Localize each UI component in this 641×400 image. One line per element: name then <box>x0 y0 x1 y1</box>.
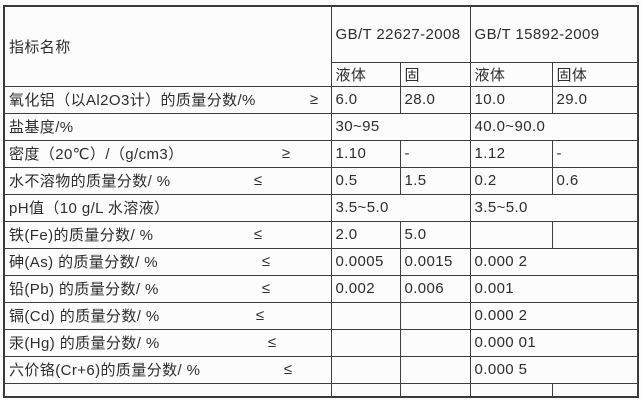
value-cell: 0.0015 <box>399 247 471 276</box>
phase-header-solid-1: 固 <box>399 61 471 87</box>
indicator-label-cell: 密度（20℃）/（g/cm3） ≥ <box>3 139 332 168</box>
value-cell: 0.006 <box>399 274 471 303</box>
table-row: 镉(Cd) 的质量分数/ % ≤0.000 2 <box>3 301 639 330</box>
comparison-symbol: ≤ <box>283 361 293 378</box>
value-cell: 0.5 <box>330 166 401 195</box>
comparison-symbol: ≤ <box>253 172 263 189</box>
partial-cell <box>551 382 639 398</box>
indicator-label: pH值（10 g/L 水溶液） <box>9 200 170 217</box>
table-row-partial <box>3 382 639 398</box>
spec-comparison-table: 指标名称 GB/T 22627-2008 GB/T 15892-2009 液体 … <box>3 5 640 398</box>
partial-cell <box>399 382 471 398</box>
value-cell: 40.0~90.0 <box>469 112 639 141</box>
table-row: 水不溶物的质量分数/ % ≤0.5 1.5 0.2 0.6 <box>3 166 639 195</box>
value-cell: 0.002 <box>330 274 401 303</box>
table-row: 铅(Pb) 的质量分数/ % ≤0.002 0.006 0.001 <box>3 274 639 303</box>
comparison-symbol: ≤ <box>261 253 271 270</box>
phase-header-liquid-1: 液体 <box>330 61 401 87</box>
value-cell <box>330 355 401 384</box>
table-body: 氧化铝（以Al2O3计）的质量分数/% ≥6.0 28.0 10.0 29.0 盐基度/%… <box>3 85 639 398</box>
indicator-label: 密度（20℃）/（g/cm3） <box>9 146 184 163</box>
partial-cell <box>330 382 401 398</box>
value-cell: 5.0 <box>399 220 471 249</box>
value-cell: 0.000 5 <box>469 355 639 384</box>
indicator-label-cell: 铅(Pb) 的质量分数/ % ≤ <box>3 274 332 303</box>
value-cell: 30~95 <box>330 112 471 141</box>
table-row: 砷(As) 的质量分数/ % ≤0.0005 0.0015 0.000 2 <box>3 247 639 276</box>
indicator-label: 氧化铝（以Al2O3计）的质量分数/% <box>9 92 256 109</box>
value-cell: 1.12 <box>469 139 553 168</box>
value-cell: 3.5~5.0 <box>330 193 471 222</box>
value-cell: 28.0 <box>399 85 471 114</box>
value-cell: 0.0005 <box>330 247 401 276</box>
value-cell <box>469 220 553 249</box>
table-row: 盐基度/% 30~95 40.0~90.0 <box>3 112 639 141</box>
value-cell: 1.10 <box>330 139 401 168</box>
indicator-name-header: 指标名称 <box>3 5 332 87</box>
standard-header-gbt15892: GB/T 15892-2009 <box>469 5 639 63</box>
indicator-label-cell: 盐基度/% <box>3 112 332 141</box>
comparison-symbol: ≥ <box>281 145 291 162</box>
table-row: 六价铬(Cr+6)的质量分数/ % ≤0.000 5 <box>3 355 639 384</box>
indicator-label: 铅(Pb) 的质量分数/ % <box>9 281 159 298</box>
comparison-symbol: ≤ <box>255 307 265 324</box>
value-cell: 29.0 <box>551 85 639 114</box>
value-cell <box>330 301 401 330</box>
indicator-label-cell: 汞(Hg) 的质量分数/ % ≤ <box>3 328 332 357</box>
indicator-label: 水不溶物的质量分数/ % <box>9 173 171 190</box>
value-cell <box>551 220 639 249</box>
indicator-label: 六价铬(Cr+6)的质量分数/ % <box>9 362 201 379</box>
indicator-label-cell: 氧化铝（以Al2O3计）的质量分数/% ≥ <box>3 85 332 114</box>
indicator-label-cell: 六价铬(Cr+6)的质量分数/ % ≤ <box>3 355 332 384</box>
indicator-label-cell: 砷(As) 的质量分数/ % ≤ <box>3 247 332 276</box>
value-cell: 0.000 01 <box>469 328 639 357</box>
value-cell: 6.0 <box>330 85 401 114</box>
value-cell: 0.000 2 <box>469 301 639 330</box>
value-cell <box>399 328 471 357</box>
partial-cell <box>469 382 553 398</box>
comparison-symbol: ≤ <box>253 226 263 243</box>
value-cell: - <box>399 139 471 168</box>
phase-header-liquid-2: 液体 <box>469 61 553 87</box>
indicator-label: 镉(Cd) 的质量分数/ % <box>9 308 160 325</box>
indicator-label-cell: 镉(Cd) 的质量分数/ % ≤ <box>3 301 332 330</box>
indicator-label: 砷(As) 的质量分数/ % <box>9 254 158 271</box>
comparison-symbol: ≤ <box>261 280 271 297</box>
value-cell <box>399 355 471 384</box>
comparison-symbol: ≥ <box>309 91 319 108</box>
indicator-label-cell: 铁(Fe)的质量分数/ % ≤ <box>3 220 332 249</box>
value-cell: 10.0 <box>469 85 553 114</box>
value-cell: 0.000 2 <box>469 247 639 276</box>
header-row-standards: 指标名称 GB/T 22627-2008 GB/T 15892-2009 <box>3 5 639 87</box>
value-cell <box>399 301 471 330</box>
indicator-label: 盐基度/% <box>9 119 74 136</box>
value-cell: 1.5 <box>399 166 471 195</box>
table-row: 密度（20℃）/（g/cm3） ≥1.10-1.12- <box>3 139 639 168</box>
value-cell: 0.001 <box>469 274 639 303</box>
header-row-phases: 液体 固 液体 固体 <box>4 61 639 87</box>
value-cell: - <box>551 139 639 168</box>
phase-header-solid-2: 固体 <box>551 61 639 87</box>
comparison-symbol: ≤ <box>267 334 277 351</box>
indicator-label: 铁(Fe)的质量分数/ % <box>9 227 154 244</box>
value-cell: 3.5~5.0 <box>469 193 639 222</box>
standard-header-gbt22627: GB/T 22627-2008 <box>330 5 471 63</box>
indicator-label-cell: pH值（10 g/L 水溶液） <box>3 193 332 222</box>
table-row: 氧化铝（以Al2O3计）的质量分数/% ≥6.0 28.0 10.0 29.0 <box>3 85 639 114</box>
value-cell: 0.2 <box>469 166 553 195</box>
indicator-label-cell: 水不溶物的质量分数/ % ≤ <box>3 166 332 195</box>
value-cell: 2.0 <box>330 220 401 249</box>
table-row: 汞(Hg) 的质量分数/ % ≤0.000 01 <box>3 328 639 357</box>
indicator-label: 汞(Hg) 的质量分数/ % <box>9 335 160 352</box>
partial-cell <box>3 382 332 398</box>
value-cell <box>330 328 401 357</box>
table-row: 铁(Fe)的质量分数/ % ≤2.0 5.0 <box>3 220 639 249</box>
table-row: pH值（10 g/L 水溶液） 3.5~5.0 3.5~5.0 <box>3 193 639 222</box>
value-cell: 0.6 <box>551 166 639 195</box>
